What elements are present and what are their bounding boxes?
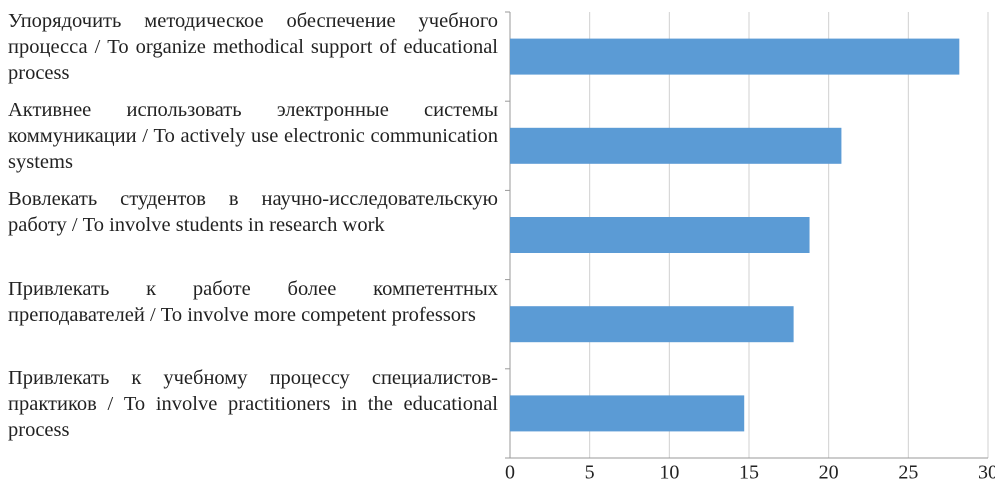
bar xyxy=(510,306,794,343)
bar xyxy=(510,127,842,164)
x-tick-label: 10 xyxy=(659,462,679,484)
x-tick-label: 25 xyxy=(898,462,918,484)
bar xyxy=(510,38,960,75)
bar xyxy=(510,217,810,253)
x-tick-label: 15 xyxy=(739,462,759,484)
category-label: Активнее использовать электронные систем… xyxy=(8,99,498,174)
category-label: Привлекать к учебному процессу специалис… xyxy=(8,366,498,441)
category-label: Привлекать к работе более компетентных п… xyxy=(8,277,498,326)
category-label: Вовлекать студентов в научно-исследовате… xyxy=(8,188,498,237)
x-tick-label: 30 xyxy=(978,462,995,484)
category-label: Упорядочить методическое обеспечение уче… xyxy=(8,10,498,84)
x-tick-label: 5 xyxy=(585,462,595,484)
bar xyxy=(510,395,745,432)
x-tick-label: 0 xyxy=(505,462,515,484)
x-tick-label: 20 xyxy=(819,462,839,484)
